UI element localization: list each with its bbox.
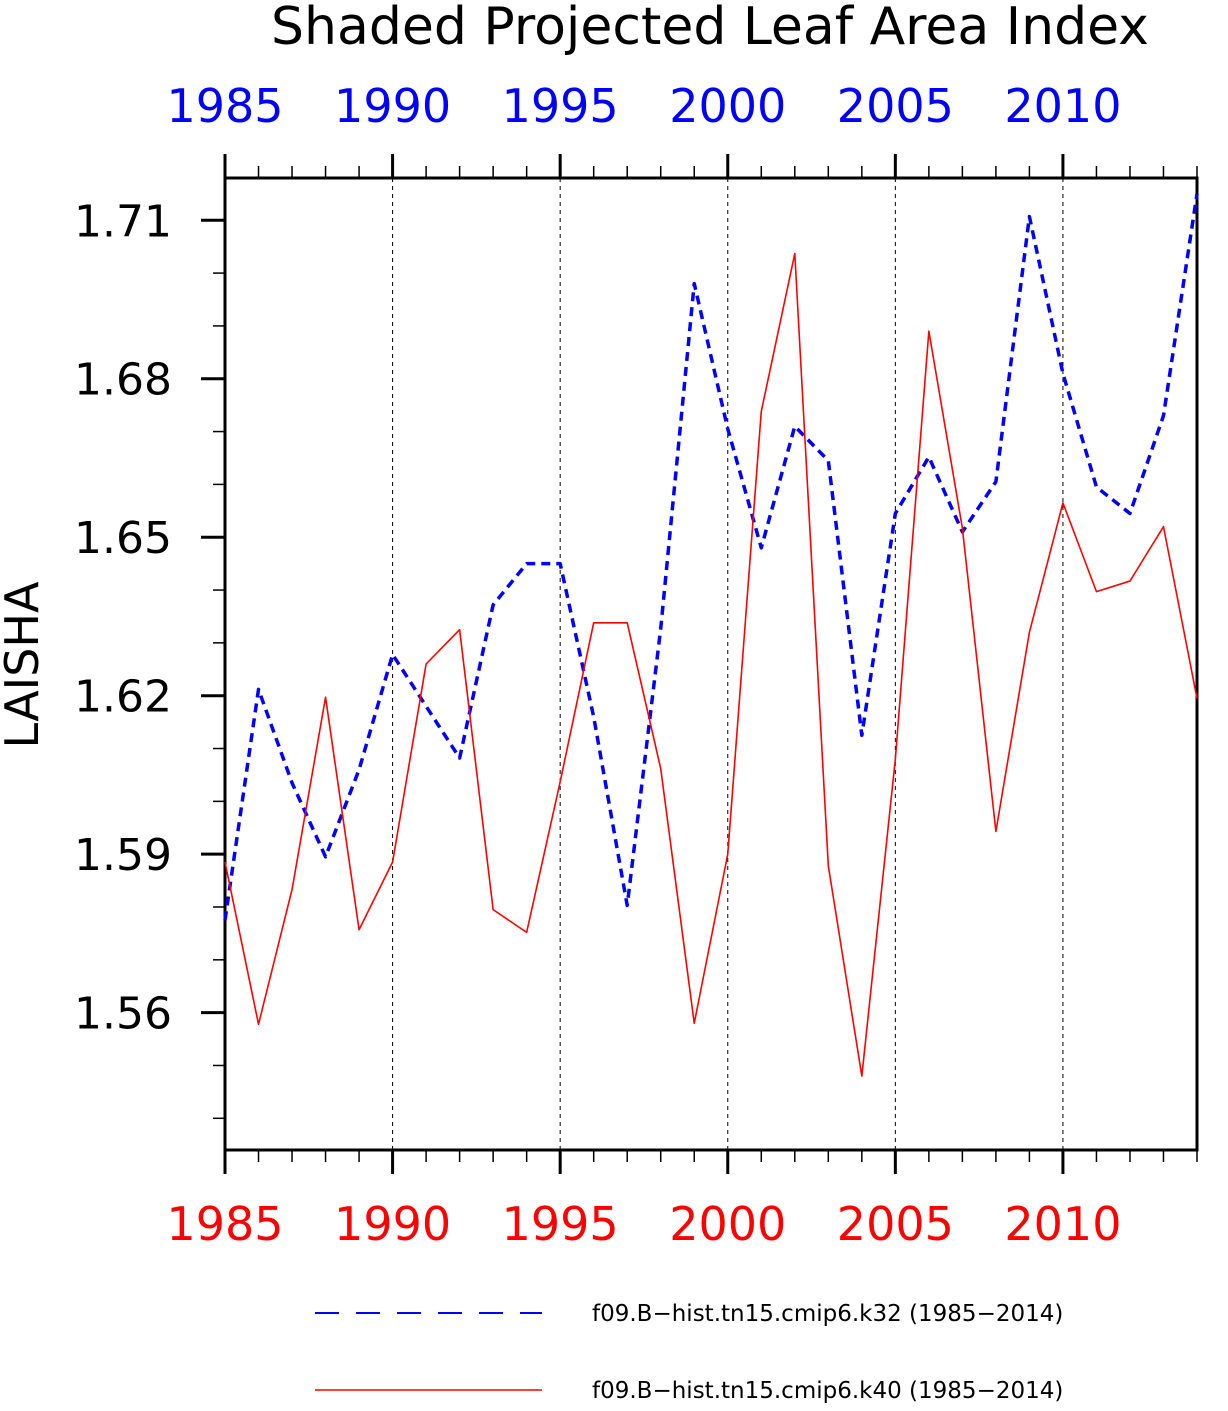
legend-label-2: f09.B−hist.tn15.cmip6.k40 (1985−2014) <box>592 1378 1063 1404</box>
plot-frame <box>223 176 1199 1152</box>
x-tick-label-top: 2005 <box>837 79 954 133</box>
x-tick-label-top: 1995 <box>502 79 619 133</box>
x-tick-label-bottom: 1990 <box>334 1197 451 1251</box>
x-tick-label-bottom: 1985 <box>166 1197 283 1251</box>
y-tick-label: 1.68 <box>74 355 172 406</box>
x-tick-label-bottom: 2005 <box>837 1197 954 1251</box>
chart-title: Shaded Projected Leaf Area Index <box>271 0 1149 57</box>
x-tick-label-top: 1985 <box>166 79 283 133</box>
x-tick-label-bottom: 1995 <box>502 1197 619 1251</box>
series-line-1 <box>223 193 1199 921</box>
x-tick-label-top: 1990 <box>334 79 451 133</box>
y-tick-label: 1.59 <box>74 830 172 881</box>
series-line-2 <box>224 252 1198 1077</box>
plot-layer: 1985 1985 1990 1990 1995 1995 2000 2000 2005 2005… <box>74 79 1199 1404</box>
y-tick-label: 1.71 <box>74 196 172 247</box>
y-axis-label: LAISHA <box>0 581 49 749</box>
y-tick-label: 1.56 <box>74 989 172 1040</box>
x-tick-label-top: 2000 <box>669 79 786 133</box>
x-tick-label-bottom: 2010 <box>1004 1197 1121 1251</box>
y-tick-label: 1.65 <box>74 513 172 564</box>
x-tick-label-bottom: 2000 <box>669 1197 786 1251</box>
x-tick-label-top: 2010 <box>1004 79 1121 133</box>
y-tick-label: 1.62 <box>74 672 172 723</box>
legend-label-1: f09.B−hist.tn15.cmip6.k32 (1985−2014) <box>592 1301 1063 1327</box>
